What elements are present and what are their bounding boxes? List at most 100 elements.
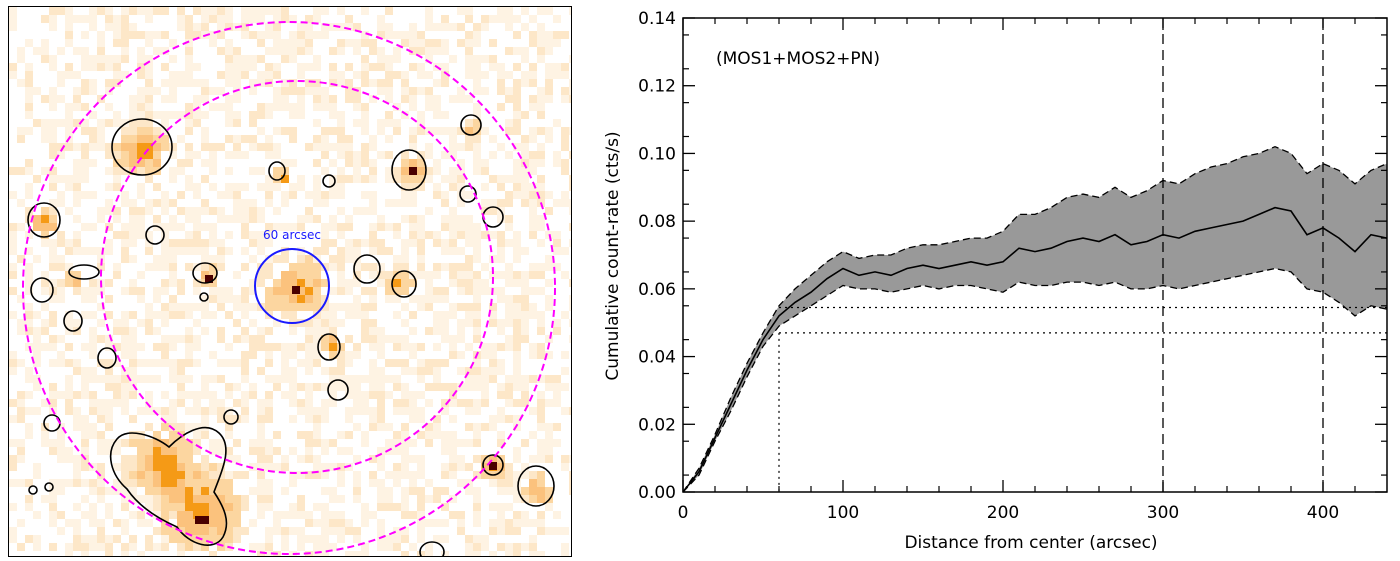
count-pixel xyxy=(129,143,137,151)
count-pixel xyxy=(113,215,121,223)
count-pixel xyxy=(473,127,481,135)
count-pixel xyxy=(225,447,233,455)
count-pixel xyxy=(425,279,433,287)
count-pixel xyxy=(393,255,401,263)
source-contour xyxy=(391,270,417,298)
count-pixel xyxy=(361,63,369,71)
count-pixel xyxy=(185,351,193,359)
count-pixel xyxy=(329,47,337,55)
count-pixel xyxy=(233,439,241,447)
count-pixel xyxy=(337,263,345,271)
count-pixel xyxy=(193,335,201,343)
count-pixel xyxy=(497,343,505,351)
count-pixel xyxy=(257,215,265,223)
count-pixel xyxy=(185,239,193,247)
count-pixel xyxy=(217,407,225,415)
count-pixel xyxy=(497,79,505,87)
count-pixel xyxy=(425,367,433,375)
count-pixel xyxy=(209,551,217,556)
count-pixel xyxy=(265,447,273,455)
count-pixel xyxy=(177,487,185,495)
count-pixel xyxy=(249,87,257,95)
count-pixel xyxy=(185,143,193,151)
count-pixel xyxy=(457,23,465,31)
x-tick-label: 0 xyxy=(678,503,689,523)
count-pixel xyxy=(145,71,153,79)
count-pixel xyxy=(345,287,353,295)
count-pixel xyxy=(473,303,481,311)
count-pixel xyxy=(521,303,529,311)
count-pixel xyxy=(545,279,553,287)
count-pixel xyxy=(529,215,537,223)
count-pixel xyxy=(49,151,57,159)
count-pixel xyxy=(265,287,273,295)
count-pixel xyxy=(65,407,73,415)
count-pixel xyxy=(433,95,441,103)
count-pixel xyxy=(105,423,113,431)
count-pixel xyxy=(313,143,321,151)
count-pixel xyxy=(105,15,113,23)
count-pixel xyxy=(105,399,113,407)
count-pixel xyxy=(473,431,481,439)
count-pixel xyxy=(105,359,113,367)
count-pixel xyxy=(265,415,273,423)
count-pixel xyxy=(377,279,385,287)
count-pixel xyxy=(465,343,473,351)
count-pixel xyxy=(401,431,409,439)
count-pixel xyxy=(121,327,129,335)
count-pixel xyxy=(369,263,377,271)
count-pixel xyxy=(273,287,281,295)
count-pixel xyxy=(513,375,521,383)
count-pixel xyxy=(401,159,409,167)
count-pixel xyxy=(353,535,361,543)
count-pixel xyxy=(401,303,409,311)
count-pixel xyxy=(137,135,145,143)
count-pixel xyxy=(529,455,537,463)
count-pixel xyxy=(417,271,425,279)
count-pixel xyxy=(177,447,185,455)
count-pixel xyxy=(297,63,305,71)
count-pixel xyxy=(321,511,329,519)
count-pixel xyxy=(345,151,353,159)
count-pixel xyxy=(401,447,409,455)
count-pixel xyxy=(249,55,257,63)
count-pixel xyxy=(97,303,105,311)
count-pixel xyxy=(377,87,385,95)
count-pixel xyxy=(161,239,169,247)
count-pixel xyxy=(529,479,537,487)
count-pixel xyxy=(273,463,281,471)
count-pixel xyxy=(273,175,281,183)
count-pixel xyxy=(321,471,329,479)
count-pixel xyxy=(249,487,257,495)
count-pixel xyxy=(145,319,153,327)
count-pixel xyxy=(353,383,361,391)
count-pixel xyxy=(513,303,521,311)
count-pixel xyxy=(337,471,345,479)
count-pixel xyxy=(249,343,257,351)
count-pixel xyxy=(473,399,481,407)
count-pixel xyxy=(17,455,25,463)
count-pixel xyxy=(273,95,281,103)
count-pixel xyxy=(201,111,209,119)
count-pixel xyxy=(401,319,409,327)
count-pixel xyxy=(281,247,289,255)
count-pixel xyxy=(185,31,193,39)
count-pixel xyxy=(329,335,337,343)
count-pixel xyxy=(265,551,273,556)
count-pixel xyxy=(241,351,249,359)
count-pixel xyxy=(521,79,529,87)
count-pixel xyxy=(449,447,457,455)
count-pixel xyxy=(513,551,521,556)
count-pixel xyxy=(201,479,209,487)
count-pixel xyxy=(297,47,305,55)
count-pixel xyxy=(385,31,393,39)
count-pixel xyxy=(417,375,425,383)
count-pixel xyxy=(473,151,481,159)
count-pixel xyxy=(265,199,273,207)
count-pixel xyxy=(281,127,289,135)
count-pixel xyxy=(465,231,473,239)
count-pixel xyxy=(337,431,345,439)
count-pixel xyxy=(209,495,217,503)
count-pixel xyxy=(81,543,89,551)
count-pixel xyxy=(121,391,129,399)
